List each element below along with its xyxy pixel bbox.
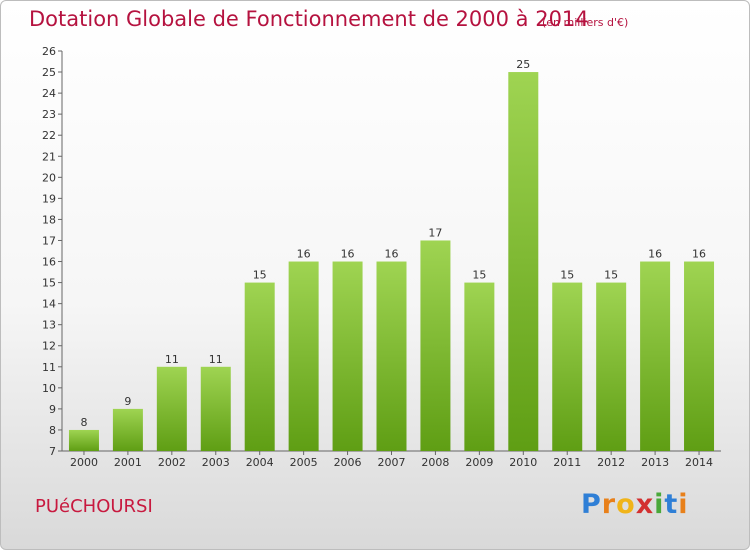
bar-value-label: 16 [297,248,311,261]
bar-value-label: 25 [516,58,530,71]
logo-letter: o [616,489,636,520]
bar [596,282,627,451]
x-tick-label: 2009 [465,456,493,469]
bar-value-label: 16 [692,248,706,261]
bar [68,429,99,451]
bar-value-label: 16 [648,248,662,261]
bar-value-label: 8 [80,416,87,429]
chart-subtitle: (en milliers d'€) [542,16,629,29]
x-tick-label: 2005 [290,456,318,469]
y-tick-label: 8 [49,424,56,437]
x-tick-label: 2008 [421,456,449,469]
y-tick-label: 23 [42,108,56,121]
x-tick-label: 2004 [246,456,274,469]
bar-value-label: 16 [341,248,355,261]
x-tick-label: 2012 [597,456,625,469]
bar [640,261,671,451]
y-tick-label: 18 [42,213,56,226]
y-tick-label: 11 [42,361,56,374]
commune-name: PUéCHOURSI [35,496,153,517]
y-tick-label: 22 [42,129,56,142]
logo-letter: r [601,489,617,520]
y-tick-label: 25 [42,66,56,79]
bar-value-label: 11 [209,353,223,366]
x-tick-label: 2001 [114,456,142,469]
x-tick-label: 2007 [378,456,406,469]
y-tick-label: 17 [42,234,56,247]
bar [156,366,187,451]
y-tick-label: 12 [42,340,56,353]
y-tick-label: 9 [49,403,56,416]
logo-letter: i [654,489,665,520]
y-tick-label: 19 [42,192,56,205]
y-tick-label: 7 [49,445,56,458]
y-tick-label: 13 [42,319,56,332]
bar-value-label: 15 [253,269,267,282]
y-tick-label: 15 [42,277,56,290]
bar [420,240,451,451]
logo-letter: i [678,489,689,520]
bar-value-label: 15 [604,269,618,282]
bar-value-label: 15 [560,269,574,282]
bar-value-label: 15 [472,269,486,282]
bar [288,261,319,451]
proxiti-logo[interactable]: Proxiti [581,489,689,520]
logo-letter: t [664,489,679,520]
chart-title: Dotation Globale de Fonctionnement de 20… [29,7,589,31]
bar [376,261,407,451]
bar [464,282,495,451]
x-tick-label: 2010 [509,456,537,469]
bar [112,408,143,451]
bar [552,282,583,451]
bar [684,261,715,451]
y-tick-label: 16 [42,256,56,269]
bar-value-label: 17 [428,226,442,239]
bar-value-label: 9 [124,395,131,408]
y-tick-label: 24 [42,87,56,100]
bar [244,282,275,451]
x-tick-label: 2006 [334,456,362,469]
y-tick-label: 20 [42,171,56,184]
x-tick-label: 2003 [202,456,230,469]
y-tick-label: 26 [42,45,56,58]
y-tick-label: 10 [42,382,56,395]
y-tick-label: 14 [42,298,56,311]
x-tick-label: 2002 [158,456,186,469]
x-tick-label: 2013 [641,456,669,469]
bar [200,366,231,451]
bar [508,72,539,451]
y-tick-label: 21 [42,150,56,163]
x-tick-label: 2011 [553,456,581,469]
logo-letter: P [581,489,602,520]
bar [332,261,363,451]
bar-value-label: 11 [165,353,179,366]
bar-value-label: 16 [385,248,399,261]
x-tick-label: 2014 [685,456,713,469]
logo-letter: x [635,489,655,520]
x-tick-label: 2000 [70,456,98,469]
